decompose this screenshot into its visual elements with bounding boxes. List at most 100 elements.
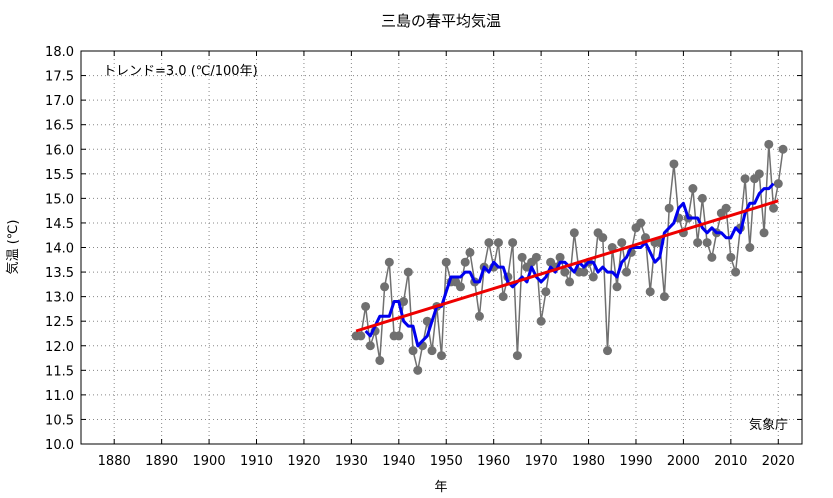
annual-data-point xyxy=(356,331,366,341)
y-axis-ticks: 10.0 10.5 11.0 11.5 12.0 12.5 13.0 13.5 14.0 14.5… xyxy=(45,45,802,453)
y-tick-label: 14.5 xyxy=(45,217,74,232)
annual-data-point xyxy=(437,351,446,361)
annual-data-point xyxy=(773,179,783,189)
annual-data-point xyxy=(375,355,385,365)
annual-data-point xyxy=(460,257,470,267)
annual-data-point xyxy=(455,282,465,292)
trend-label: トレンド=3.0 (℃/100年) xyxy=(103,64,258,79)
chart-title: 三島の春平均気温 xyxy=(381,12,501,30)
annual-data-point xyxy=(403,267,413,277)
y-tick-label: 11.0 xyxy=(45,389,74,404)
annual-data-point xyxy=(612,282,622,292)
annual-data-point xyxy=(399,297,409,307)
y-tick-label: 13.5 xyxy=(45,266,74,281)
x-tick-label: 1890 xyxy=(145,454,178,469)
annual-series-line xyxy=(356,144,784,371)
annual-data-point xyxy=(764,139,774,149)
y-tick-label: 16.0 xyxy=(45,143,74,158)
y-tick-label: 11.5 xyxy=(45,364,74,379)
grid xyxy=(81,51,802,444)
annual-data-point xyxy=(598,233,608,243)
trend-line xyxy=(355,199,779,333)
x-tick-label: 1910 xyxy=(240,454,273,469)
annual-data-point xyxy=(493,238,503,248)
y-tick-label: 17.5 xyxy=(45,70,74,85)
annual-data-point xyxy=(603,346,613,356)
y-tick-label: 18.0 xyxy=(45,45,74,60)
y-tick-label: 16.5 xyxy=(45,119,74,134)
annual-data-point xyxy=(707,252,717,262)
annual-data-point xyxy=(465,247,475,257)
annual-data-point xyxy=(645,287,655,297)
annual-data-point xyxy=(702,238,712,248)
annual-data-point xyxy=(531,252,541,262)
y-tick-label: 17.0 xyxy=(45,94,74,109)
plot-frame xyxy=(80,50,803,445)
annual-data-point xyxy=(759,228,769,238)
x-tick-label: 1940 xyxy=(382,454,415,469)
annual-data-point xyxy=(474,311,484,321)
annual-data-point xyxy=(484,238,494,248)
x-tick-label: 2010 xyxy=(714,454,747,469)
x-tick-label: 1930 xyxy=(335,454,368,469)
annual-data-point xyxy=(517,252,527,262)
annual-data-point xyxy=(541,287,551,297)
annual-data-point xyxy=(441,257,451,267)
annual-data-point xyxy=(726,252,736,262)
annual-data-point xyxy=(617,238,627,248)
source-label: 気象庁 xyxy=(749,417,788,433)
annual-data-point xyxy=(408,346,418,356)
annual-data-point xyxy=(588,272,598,282)
annual-data-point xyxy=(384,257,394,267)
annual-data-point xyxy=(498,292,508,302)
x-tick-label: 1900 xyxy=(193,454,226,469)
annual-data-point xyxy=(536,316,546,326)
annual-data-point xyxy=(365,341,375,351)
y-tick-label: 14.0 xyxy=(45,242,74,257)
x-tick-label: 1880 xyxy=(98,454,131,469)
y-tick-label: 10.5 xyxy=(45,413,74,428)
annual-data-point xyxy=(512,351,522,361)
annual-data-point xyxy=(745,243,755,252)
x-axis-label: 年 xyxy=(434,480,447,495)
y-tick-label: 12.5 xyxy=(45,315,74,330)
annual-data-point xyxy=(769,203,779,213)
x-tick-label: 1970 xyxy=(525,454,558,469)
annual-data-point xyxy=(508,238,518,248)
annual-data-point xyxy=(361,301,371,311)
annual-data-point xyxy=(754,169,764,179)
y-tick-label: 13.0 xyxy=(45,291,74,306)
moving-average-line xyxy=(364,182,775,348)
annual-data-point xyxy=(422,316,432,326)
annual-data-point xyxy=(778,144,788,154)
annual-data-point xyxy=(740,174,750,184)
annual-data-point xyxy=(565,277,575,287)
x-tick-label: 1920 xyxy=(287,454,320,469)
y-tick-label: 15.5 xyxy=(45,168,74,183)
annual-data-point xyxy=(560,267,570,277)
annual-data-point xyxy=(721,203,731,213)
annual-data-point xyxy=(413,365,423,375)
x-tick-label: 1950 xyxy=(430,454,463,469)
annual-data-point xyxy=(579,267,589,277)
annual-data-point xyxy=(394,331,404,341)
annual-data-point xyxy=(427,346,437,356)
plot-data xyxy=(351,139,788,375)
y-tick-label: 12.0 xyxy=(45,340,74,355)
x-tick-label: 1990 xyxy=(619,454,652,469)
annual-data-point xyxy=(697,193,707,203)
annual-data-point xyxy=(693,238,703,248)
annual-data-point xyxy=(569,228,579,238)
annual-data-point xyxy=(688,184,698,194)
y-axis-label: 気温 (℃) xyxy=(5,220,21,275)
annual-data-point xyxy=(731,267,741,277)
annual-data-point xyxy=(555,252,565,262)
annual-data-point xyxy=(659,292,669,302)
x-tick-label: 2020 xyxy=(762,454,795,469)
annual-data-point xyxy=(621,267,631,277)
x-axis-ticks: 1880 1890 1900 1910 1920 1930 1940 1950 1960 1970… xyxy=(98,51,795,469)
y-tick-label: 10.0 xyxy=(45,438,74,453)
x-tick-label: 1960 xyxy=(477,454,510,469)
y-tick-label: 15.0 xyxy=(45,192,74,207)
